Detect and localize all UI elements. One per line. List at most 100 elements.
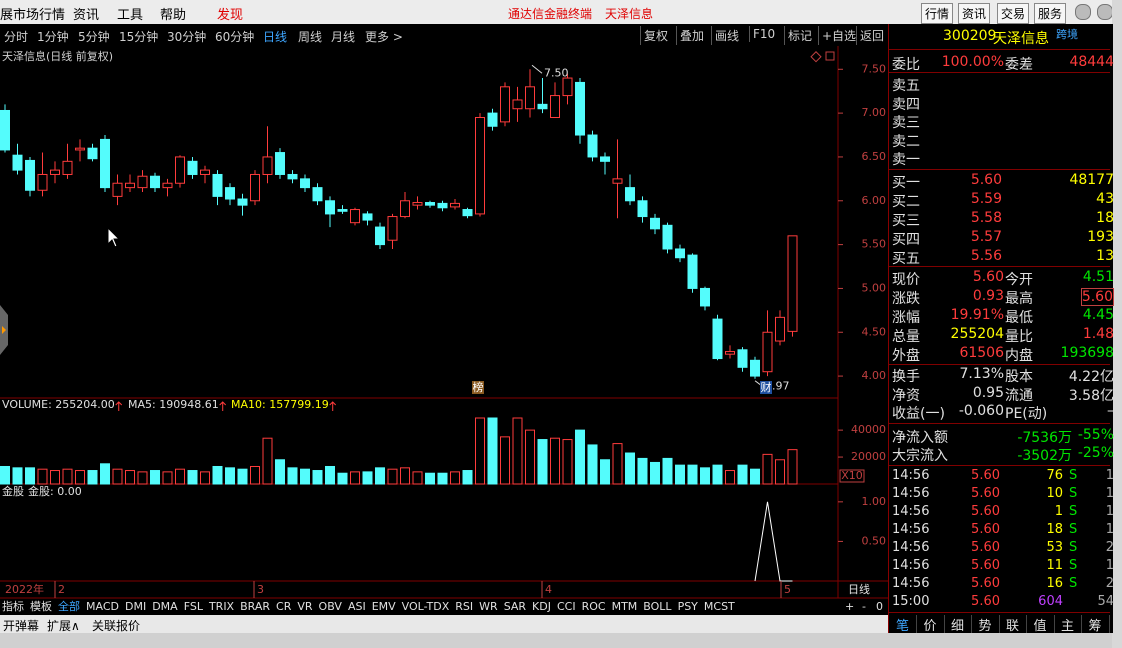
tick-volume: 53 <box>1046 540 1063 555</box>
panel-tab[interactable]: 笔 <box>889 615 917 634</box>
indicator-tab[interactable]: DMI <box>125 600 146 613</box>
indicator-tab[interactable]: WR <box>479 600 498 613</box>
period-tab[interactable]: 日线 <box>263 30 288 44</box>
candle-body <box>575 81 585 136</box>
indicator-tab[interactable]: BOLL <box>643 600 672 613</box>
tool-button[interactable]: 返回 <box>856 26 887 45</box>
tool-button[interactable]: +自选 <box>818 26 859 45</box>
candle-body <box>725 351 735 355</box>
menu-item[interactable]: 资讯 <box>73 8 100 23</box>
tick-price: 5.60 <box>971 486 1000 501</box>
buy-label: 买一 <box>892 175 920 191</box>
menu-button[interactable]: 服务 <box>1034 3 1067 24</box>
period-tab[interactable]: 月线 <box>331 30 356 44</box>
indicator-tab[interactable]: 指标 <box>2 599 24 613</box>
panel-tab[interactable]: 值 <box>1027 615 1055 634</box>
volume-bar <box>575 429 585 485</box>
menu-button[interactable]: 交易 <box>997 3 1030 24</box>
indicator-tab[interactable]: BRAR <box>240 600 270 613</box>
zoom-button[interactable]: + <box>845 600 854 613</box>
buy-price: 5.60 <box>970 172 1002 188</box>
panel-tab[interactable]: 价 <box>917 615 945 634</box>
indicator-tab[interactable]: ROC <box>582 600 606 613</box>
indicator-tab[interactable]: MTM <box>612 600 638 613</box>
tick-volume: 18 <box>1046 522 1063 537</box>
tool-button[interactable]: 画线 <box>711 26 742 45</box>
volume-bar <box>50 470 60 485</box>
period-tab[interactable]: 1分钟 <box>37 30 69 44</box>
indicator-tab[interactable]: KDJ <box>532 600 551 613</box>
indicator-tab[interactable]: 全部 <box>58 599 80 613</box>
candle-body <box>137 175 148 189</box>
window-icon[interactable] <box>1075 4 1091 20</box>
stat-value: 3.58亿 <box>1068 387 1114 404</box>
zoom-button[interactable]: - <box>862 600 866 613</box>
volume-bar <box>612 443 623 485</box>
indicator-tab[interactable]: PSY <box>678 600 699 613</box>
candle-body <box>762 331 773 373</box>
period-tab[interactable]: 更多 > <box>365 30 403 44</box>
period-tab[interactable]: 5分钟 <box>78 30 110 44</box>
period-tab[interactable]: 15分钟 <box>119 30 159 44</box>
indicator-tab[interactable]: CR <box>276 600 292 613</box>
volume-bar <box>237 468 248 485</box>
tool-button[interactable]: 复权 <box>640 26 671 45</box>
panel-tab[interactable]: 细 <box>944 615 972 634</box>
indicator-tab[interactable]: VR <box>297 600 313 613</box>
tick-price: 5.60 <box>971 522 1000 537</box>
indicator-tab[interactable]: MACD <box>86 600 119 613</box>
volume-bar <box>150 470 160 485</box>
volume-bar <box>400 467 410 485</box>
status-item[interactable]: 关联报价 <box>92 619 141 633</box>
tool-button[interactable]: 叠加 <box>676 26 707 45</box>
volume-bar <box>100 463 110 485</box>
indicator-tab[interactable]: FSL <box>184 600 204 613</box>
period-tab[interactable]: 60分钟 <box>215 30 255 44</box>
stock-code: 300209 <box>943 28 997 44</box>
period-tab[interactable]: 30分钟 <box>167 30 207 44</box>
buy-price: 5.59 <box>970 191 1002 207</box>
indicator-tab[interactable]: VOL-TDX <box>402 600 450 613</box>
tick-volume: 11 <box>1046 558 1063 573</box>
panel-tab[interactable]: 筹 <box>1082 615 1110 634</box>
panel-tab[interactable]: 势 <box>972 615 1000 634</box>
indicator-tab[interactable]: ASI <box>348 600 366 613</box>
stat-label: 净资 <box>892 387 920 404</box>
menu-discover[interactable]: 发现 <box>217 8 244 23</box>
indicator-tab[interactable]: MCST <box>704 600 735 613</box>
indicator-tab[interactable]: 模板 <box>30 599 52 613</box>
candle-body <box>0 109 10 151</box>
y-tick-label: 5.50 <box>862 238 887 251</box>
indicator-tab[interactable]: TRIX <box>208 600 235 613</box>
volume-bar <box>187 470 198 485</box>
volume-bar <box>650 461 660 485</box>
period-tab[interactable]: 周线 <box>298 30 323 44</box>
menu-button[interactable]: 资讯 <box>958 3 991 24</box>
status-item[interactable]: 开弹幕 <box>3 619 40 633</box>
tool-button[interactable]: F10 <box>749 26 778 42</box>
panel-tab[interactable]: 联 <box>999 615 1027 634</box>
volume-header: MA10: 157799.19 <box>231 398 329 411</box>
menu-item[interactable]: 工具 <box>117 8 144 23</box>
menu-item[interactable]: 帮助 <box>160 8 187 23</box>
volume-bar <box>25 467 35 485</box>
indicator-tab[interactable]: CCI <box>557 600 576 613</box>
stat-value: 4.22亿 <box>1068 369 1114 385</box>
zoom-button[interactable]: 0 <box>876 600 883 613</box>
menu-button[interactable]: 行情 <box>921 3 954 24</box>
indicator-tab[interactable]: EMV <box>372 600 396 613</box>
menu-item[interactable]: 展市场行情 <box>0 8 66 23</box>
indicator-tab[interactable]: RSI <box>455 600 473 613</box>
volume-bar <box>725 470 735 485</box>
tool-button[interactable]: 标记 <box>784 26 815 45</box>
panel-tab[interactable]: 主 <box>1054 615 1082 634</box>
indicator-tab[interactable]: SAR <box>504 600 527 613</box>
status-item[interactable]: 扩展∧ <box>47 619 80 633</box>
candle-body <box>112 182 123 197</box>
volume-bar <box>112 468 123 485</box>
indicator-tab[interactable]: OBV <box>319 600 343 613</box>
indicator-tab[interactable]: DMA <box>152 600 178 613</box>
window-icon[interactable] <box>1097 4 1113 20</box>
tick-count: 1 <box>1105 522 1114 537</box>
period-tab[interactable]: 分时 <box>4 30 29 44</box>
